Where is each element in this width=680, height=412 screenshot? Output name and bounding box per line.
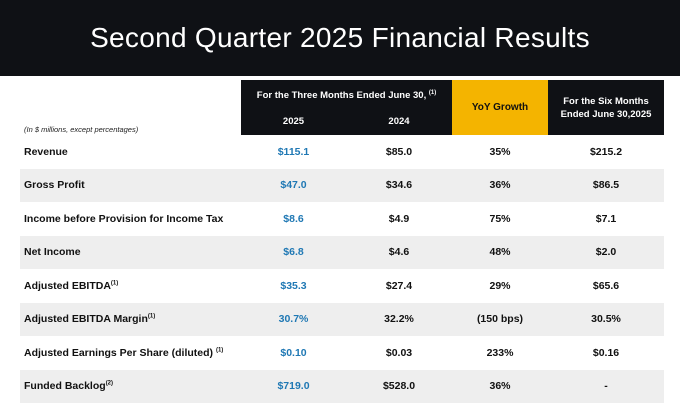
three-months-footnote: (1) bbox=[428, 89, 437, 96]
table-row: Net Income $6.8 $4.6 48% $2.0 bbox=[20, 235, 664, 269]
cell-2024: $85.0 bbox=[385, 145, 413, 158]
row-footnote: (2) bbox=[105, 380, 114, 387]
cell-2024: $4.9 bbox=[388, 212, 410, 225]
cell-2025: $35.3 bbox=[280, 279, 307, 292]
table-row: Gross Profit $47.0 $34.6 36% $86.5 bbox=[20, 168, 664, 202]
cell-2025: $719.0 bbox=[277, 380, 310, 393]
row-label-text: Adjusted EBITDA bbox=[24, 279, 111, 292]
table-header: (In $ millions, except percentages) For … bbox=[20, 80, 664, 135]
row-footnote: (1) bbox=[215, 347, 224, 354]
cell-2025: $6.8 bbox=[283, 246, 304, 259]
three-months-label: For the Three Months Ended June 30, bbox=[256, 90, 427, 101]
cell-six-months: 30.5% bbox=[591, 313, 621, 326]
cell-yoy: 75% bbox=[489, 212, 511, 225]
title-bar: Second Quarter 2025 Financial Results bbox=[0, 0, 680, 76]
row-label: Adjusted EBITDA Margin(1) bbox=[20, 313, 241, 325]
row-label: Gross Profit bbox=[20, 179, 241, 191]
cell-2025: $47.0 bbox=[280, 179, 307, 192]
cell-2025: $8.6 bbox=[283, 212, 304, 225]
cell-2024: $0.03 bbox=[385, 346, 413, 359]
cell-six-months: $0.16 bbox=[592, 346, 620, 359]
cell-yoy: 36% bbox=[489, 179, 511, 192]
cell-2024: 32.2% bbox=[384, 313, 414, 326]
row-label: Income before Provision for Income Tax bbox=[20, 213, 241, 225]
row-label: Net Income bbox=[20, 246, 241, 258]
cell-six-months: $7.1 bbox=[595, 212, 617, 225]
three-months-header: For the Three Months Ended June 30, (1) … bbox=[241, 80, 452, 135]
column-header-yoy: YoY Growth bbox=[452, 80, 548, 135]
cell-six-months: $215.2 bbox=[589, 145, 623, 158]
cell-yoy: (150 bps) bbox=[476, 313, 524, 326]
cell-six-months: $65.6 bbox=[592, 279, 620, 292]
table-row: Revenue $115.1 $85.0 35% $215.2 bbox=[20, 135, 664, 169]
financial-results-table: (In $ millions, except percentages) For … bbox=[20, 80, 664, 403]
cell-yoy: 233% bbox=[486, 346, 514, 359]
cell-yoy: 36% bbox=[489, 380, 511, 393]
cell-yoy: 29% bbox=[489, 279, 511, 292]
cell-2024: $4.6 bbox=[388, 246, 410, 259]
row-label: Adjusted EBITDA(1) bbox=[20, 280, 241, 292]
cell-2025: 30.7% bbox=[278, 313, 309, 326]
page-title: Second Quarter 2025 Financial Results bbox=[90, 22, 590, 53]
cell-yoy: 35% bbox=[489, 145, 511, 158]
table-row: Funded Backlog(2) $719.0 $528.0 36% - bbox=[20, 369, 664, 403]
cell-six-months: - bbox=[604, 380, 608, 393]
units-note: (In $ millions, except percentages) bbox=[24, 125, 139, 134]
row-label-text: Income before Provision for Income Tax bbox=[24, 212, 224, 225]
column-header-2024: 2024 bbox=[388, 116, 410, 127]
column-header-six-months: For the Six Months Ended June 30,2025 bbox=[548, 80, 664, 135]
cell-six-months: $86.5 bbox=[592, 179, 620, 192]
table-row: Adjusted Earnings Per Share (diluted) (1… bbox=[20, 336, 664, 370]
table-row: Adjusted EBITDA Margin(1) 30.7% 32.2% (1… bbox=[20, 302, 664, 336]
cell-2024: $34.6 bbox=[385, 179, 413, 192]
cell-six-months: $2.0 bbox=[595, 246, 617, 259]
row-label-text: Adjusted Earnings Per Share (diluted) bbox=[24, 346, 216, 359]
row-label-text: Net Income bbox=[24, 246, 81, 259]
cell-2025: $115.1 bbox=[277, 145, 310, 158]
row-label: Funded Backlog(2) bbox=[20, 380, 241, 392]
three-months-caption: For the Three Months Ended June 30, (1) bbox=[241, 90, 452, 101]
cell-2024: $528.0 bbox=[382, 380, 416, 393]
cell-2024: $27.4 bbox=[385, 279, 413, 292]
row-label-text: Adjusted EBITDA Margin bbox=[24, 313, 148, 326]
column-header-2025: 2025 bbox=[282, 116, 305, 127]
cell-2025: $0.10 bbox=[280, 346, 307, 359]
row-label-text: Gross Profit bbox=[24, 179, 85, 192]
cell-yoy: 48% bbox=[489, 246, 511, 259]
row-label-text: Revenue bbox=[24, 145, 68, 158]
row-footnote: (1) bbox=[110, 280, 119, 287]
row-label: Revenue bbox=[20, 146, 241, 158]
table-row: Adjusted EBITDA(1) $35.3 $27.4 29% $65.6 bbox=[20, 269, 664, 303]
row-label: Adjusted Earnings Per Share (diluted) (1… bbox=[20, 347, 241, 359]
table-row: Income before Provision for Income Tax $… bbox=[20, 202, 664, 236]
row-footnote: (1) bbox=[147, 313, 156, 320]
row-label-text: Funded Backlog bbox=[24, 380, 106, 393]
